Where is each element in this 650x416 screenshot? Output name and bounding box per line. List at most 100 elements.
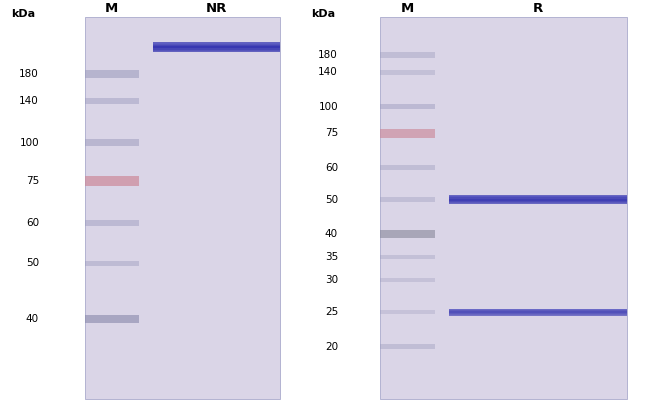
Bar <box>84 352 280 361</box>
Bar <box>380 218 627 227</box>
Bar <box>84 179 280 189</box>
Bar <box>84 176 139 186</box>
Bar <box>380 129 435 138</box>
Bar <box>449 200 627 201</box>
Bar <box>380 342 627 352</box>
Bar <box>380 36 627 45</box>
Bar <box>449 196 627 198</box>
Bar <box>380 255 435 259</box>
Bar <box>380 160 627 170</box>
Text: M: M <box>401 2 414 15</box>
Text: 140: 140 <box>318 67 338 77</box>
Bar <box>380 179 627 189</box>
Bar <box>380 170 627 179</box>
Bar <box>84 285 280 294</box>
Bar <box>84 93 280 103</box>
Text: 180: 180 <box>20 69 39 79</box>
Bar <box>84 189 280 198</box>
Text: 60: 60 <box>325 163 338 173</box>
Text: 75: 75 <box>325 129 338 139</box>
Bar <box>84 170 280 179</box>
Bar <box>380 112 627 122</box>
Bar <box>153 46 280 47</box>
Bar <box>380 141 627 151</box>
Bar <box>380 352 627 361</box>
Text: 40: 40 <box>325 229 338 239</box>
Bar <box>84 313 280 323</box>
Text: 30: 30 <box>325 275 338 285</box>
Bar <box>380 55 627 64</box>
Bar <box>84 17 280 399</box>
Bar <box>153 42 280 44</box>
Bar <box>449 309 627 310</box>
Bar <box>380 294 627 304</box>
Bar <box>380 230 435 238</box>
Bar <box>380 227 627 237</box>
Bar <box>153 50 280 51</box>
Bar <box>380 380 627 390</box>
Bar <box>84 342 280 352</box>
Bar <box>449 202 627 203</box>
Bar <box>380 275 627 285</box>
Bar <box>380 361 627 371</box>
Bar <box>84 198 280 208</box>
Text: 20: 20 <box>325 342 338 352</box>
Bar <box>380 26 627 36</box>
Bar <box>84 131 280 141</box>
Text: 35: 35 <box>325 252 338 262</box>
Bar <box>84 256 280 265</box>
Bar <box>84 246 280 256</box>
Bar <box>380 332 627 342</box>
Bar <box>380 323 627 332</box>
Bar <box>380 103 627 112</box>
Bar <box>84 103 280 112</box>
Bar <box>380 64 627 74</box>
Bar <box>84 70 139 78</box>
Text: kDa: kDa <box>12 9 36 19</box>
Text: 50: 50 <box>325 195 338 205</box>
Bar <box>380 17 627 26</box>
Bar <box>84 237 280 246</box>
Text: M: M <box>105 2 118 15</box>
Text: NR: NR <box>205 2 227 15</box>
Bar <box>380 69 435 74</box>
Bar <box>380 304 627 313</box>
Bar <box>380 45 627 55</box>
Text: 40: 40 <box>26 314 39 324</box>
Bar <box>449 309 627 310</box>
Bar <box>84 220 139 226</box>
Text: 140: 140 <box>20 96 39 106</box>
Bar <box>380 93 627 103</box>
Bar <box>84 55 280 64</box>
Bar <box>84 260 139 266</box>
Bar <box>380 74 627 84</box>
Bar <box>153 45 280 46</box>
Bar <box>84 26 280 36</box>
Bar <box>380 197 435 202</box>
Text: 180: 180 <box>318 50 338 60</box>
Bar <box>380 237 627 246</box>
Text: 25: 25 <box>325 307 338 317</box>
Bar <box>84 84 280 93</box>
Bar <box>449 203 627 204</box>
Bar <box>84 380 280 390</box>
Bar <box>380 208 627 218</box>
Bar <box>380 104 435 109</box>
Bar <box>84 315 139 323</box>
Bar <box>380 313 627 323</box>
Bar <box>84 64 280 74</box>
Bar <box>84 371 280 380</box>
Bar <box>380 131 627 141</box>
Bar <box>84 361 280 371</box>
Bar <box>449 314 627 316</box>
Bar <box>153 43 280 45</box>
Bar <box>153 44 280 45</box>
Bar <box>84 139 139 146</box>
Bar <box>84 218 280 227</box>
Bar <box>449 198 627 200</box>
Text: 50: 50 <box>26 258 39 268</box>
Bar <box>84 332 280 342</box>
Bar <box>380 277 435 282</box>
Bar <box>84 294 280 304</box>
Bar <box>380 371 627 380</box>
